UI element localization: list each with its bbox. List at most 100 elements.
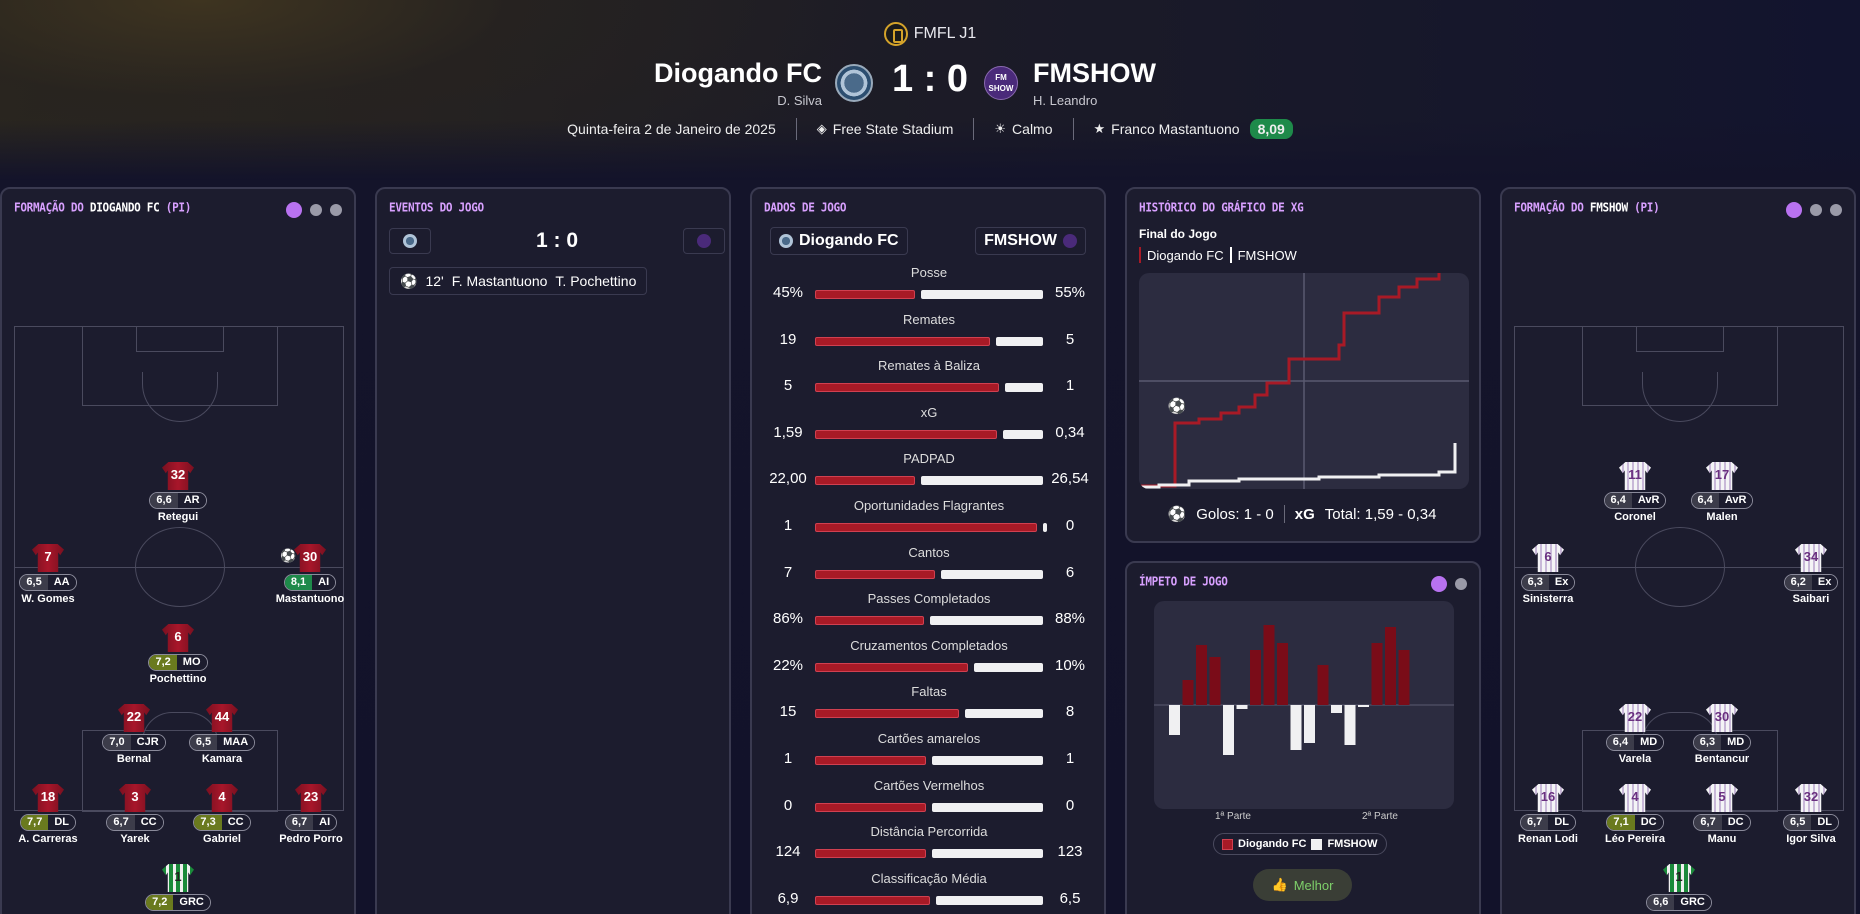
player-home[interactable]: 4 7,3 CC Gabriel: [172, 784, 272, 845]
view-pager[interactable]: [1786, 202, 1842, 218]
divider: [795, 118, 797, 140]
stat-away-bar: [940, 569, 1043, 579]
page-dot[interactable]: [1810, 204, 1822, 216]
away-coach[interactable]: H. Leandro: [1033, 93, 1098, 108]
player-away[interactable]: 22 6,4 MD Varela: [1585, 704, 1685, 765]
player-home[interactable]: 44 6,5 MAA Kamara: [172, 704, 272, 765]
stat-home-bar: [815, 616, 924, 626]
stat-home-bar: [815, 290, 915, 299]
stat-row: Cruzamentos Completados 22% 10%: [764, 638, 1094, 684]
home-coach[interactable]: D. Silva: [777, 93, 822, 108]
player-name: Yarek: [120, 833, 150, 845]
away-momentum-bar: [1290, 705, 1302, 750]
player-away[interactable]: 5 6,7 DC Manu: [1672, 784, 1772, 845]
stat-home-value: 19: [779, 330, 797, 348]
page-dot[interactable]: [1431, 576, 1447, 592]
player-home[interactable]: 30 8,1 AI Mastantuono ⚽: [260, 544, 360, 605]
stat-label: Remates: [902, 311, 956, 327]
home-crest-button[interactable]: [389, 228, 431, 254]
shirt-icon: 30: [1706, 704, 1738, 732]
weather: Calmo: [1012, 121, 1053, 137]
page-dot[interactable]: [330, 204, 342, 216]
stat-away-value: 1: [1065, 750, 1075, 767]
page-dot[interactable]: [1455, 578, 1467, 590]
shirt-icon: 22: [1619, 704, 1651, 732]
event-scorer[interactable]: F. Mastantuono: [451, 273, 548, 289]
rating-pill: 7,2 GRC: [145, 894, 211, 911]
away-team-name[interactable]: FMSHOW: [1033, 58, 1156, 88]
player-name: Pedro Porro: [279, 833, 343, 845]
player-away[interactable]: 6 6,3 Ex Sinisterra: [1498, 544, 1598, 605]
momentum-panel: Ímpeto de jogo 1ª Parte 2ª Parte Diogand…: [1125, 561, 1481, 914]
rating-pill: 6,6 GRC: [1646, 894, 1712, 911]
player-home[interactable]: 22 7,0 CJR Bernal: [84, 704, 184, 765]
player-name: Pochettino: [149, 673, 207, 685]
stat-home-value: 15: [779, 703, 797, 721]
player-home[interactable]: 23 6,7 AI Pedro Porro: [261, 784, 361, 845]
stat-away-value: 88%: [1054, 610, 1086, 628]
player-home[interactable]: 7 6,5 AA W. Gomes: [0, 544, 98, 605]
shirt-icon: 22: [118, 704, 150, 732]
rating-pill: 6,5 AA: [19, 574, 77, 591]
stat-home-bar: [815, 662, 969, 672]
xg-panel: Histórico do gráfico de xG Final do Jogo…: [1125, 187, 1481, 543]
stat-row: Oportunidades Flagrantes 1 0: [764, 498, 1094, 544]
page-dot[interactable]: [1830, 204, 1842, 216]
player-away[interactable]: 32 6,5 DL Igor Silva: [1761, 784, 1860, 845]
player-home[interactable]: 3 6,7 CC Yarek: [85, 784, 185, 845]
player-away[interactable]: 16,6GRCFernandes: [1629, 864, 1729, 914]
player-away[interactable]: 11 6,4 AvR Coronel: [1585, 462, 1685, 523]
stat-away-bar: [936, 895, 1043, 905]
stat-away-value: 5: [1065, 330, 1075, 348]
divider: [1283, 505, 1285, 523]
player-home[interactable]: 18 7,7 DL A. Carreras: [0, 784, 98, 845]
page-dot[interactable]: [1786, 202, 1802, 218]
home-team-name[interactable]: Diogando FC: [654, 58, 822, 88]
player-home[interactable]: 6 7,2 MO Pochettino: [128, 624, 228, 685]
player-away[interactable]: 34 6,2 Ex Saibari: [1761, 544, 1860, 605]
stat-away-bar: [920, 476, 1043, 486]
rating-pill: 6,7 DC: [1693, 814, 1751, 831]
home-momentum-bar: [1250, 650, 1261, 705]
stat-row: Faltas 15 8: [764, 684, 1094, 730]
player-name: Renan Lodi: [1518, 833, 1578, 845]
best-button[interactable]: 👍 Melhor: [1253, 869, 1352, 901]
xg-chart: ⚽: [1139, 273, 1469, 489]
page-dot[interactable]: [286, 202, 302, 218]
stat-home-bar: [815, 336, 991, 346]
home-team-tab[interactable]: Diogando FC: [770, 227, 908, 255]
thumbs-up-icon: 👍: [1271, 877, 1288, 892]
stat-home-value: 86%: [772, 610, 804, 628]
stat-row: Remates 19 5: [764, 312, 1094, 358]
view-pager[interactable]: [286, 202, 342, 218]
away-team[interactable]: FMSHOW H. Leandro: [1033, 58, 1156, 108]
stat-row: xG 1,59 0,34: [764, 405, 1094, 451]
stat-row: Classificação Média 6,9 6,5: [764, 871, 1094, 914]
player-name: Mastantuono: [275, 593, 345, 605]
view-pager[interactable]: [1431, 576, 1467, 592]
stat-label: Distância Percorrida: [870, 824, 988, 840]
goal-event[interactable]: ⚽ 12' F. Mastantuono T. Pochettino: [389, 267, 648, 295]
shirt-icon: 1: [1663, 864, 1695, 892]
player-away[interactable]: 16 6,7 DL Renan Lodi: [1498, 784, 1598, 845]
ball-icon: ⚽: [1167, 506, 1187, 523]
panel-title: Ímpeto de jogo: [1139, 574, 1228, 589]
player-away[interactable]: 4 7,1 DC Léo Pereira: [1585, 784, 1685, 845]
player-away[interactable]: 17 6,4 AvR Malen: [1672, 462, 1772, 523]
legend-swatch: [1229, 247, 1232, 263]
event-assist[interactable]: T. Pochettino: [555, 273, 637, 289]
player-home[interactable]: 17,2GRCCasteels: [128, 864, 228, 914]
player-name: Léo Pereira: [1605, 833, 1665, 845]
stat-row: Passes Completados 86% 88%: [764, 591, 1094, 637]
stat-home-value: 22,00: [769, 470, 807, 488]
away-crest-button[interactable]: [683, 228, 725, 254]
player-away[interactable]: 30 6,3 MD Bentancur: [1672, 704, 1772, 765]
away-momentum-bar: [1169, 705, 1180, 735]
away-team-tab[interactable]: FMSHOW: [975, 227, 1086, 255]
player-home[interactable]: 32 6,6 AR Retegui: [128, 462, 228, 523]
stadium-name[interactable]: Free State Stadium: [832, 121, 954, 137]
stat-label: Remates à Baliza: [878, 358, 980, 374]
page-dot[interactable]: [310, 204, 322, 216]
home-team[interactable]: Diogando FC D. Silva: [654, 58, 822, 108]
player-of-match[interactable]: Franco Mastantuono: [1111, 121, 1240, 137]
